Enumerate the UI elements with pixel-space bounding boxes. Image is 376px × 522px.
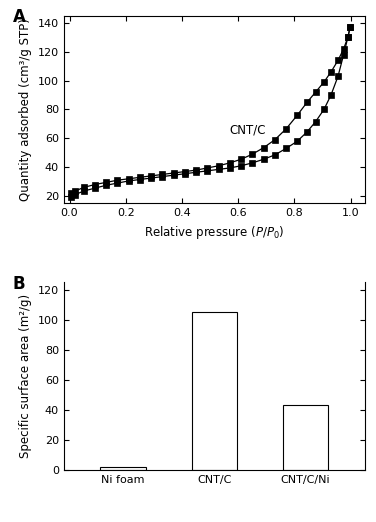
- Bar: [191, 312, 237, 470]
- Bar: [283, 405, 328, 470]
- Text: A: A: [13, 8, 26, 26]
- Text: B: B: [13, 275, 26, 293]
- X-axis label: Relative pressure ($P/P_0$): Relative pressure ($P/P_0$): [144, 224, 285, 241]
- Y-axis label: Quantity adsorbed (cm³/g STP): Quantity adsorbed (cm³/g STP): [20, 18, 32, 201]
- Bar: [100, 467, 146, 470]
- Text: CNT/C: CNT/C: [230, 123, 266, 136]
- Y-axis label: Specific surface area (m²/g): Specific surface area (m²/g): [20, 294, 32, 458]
